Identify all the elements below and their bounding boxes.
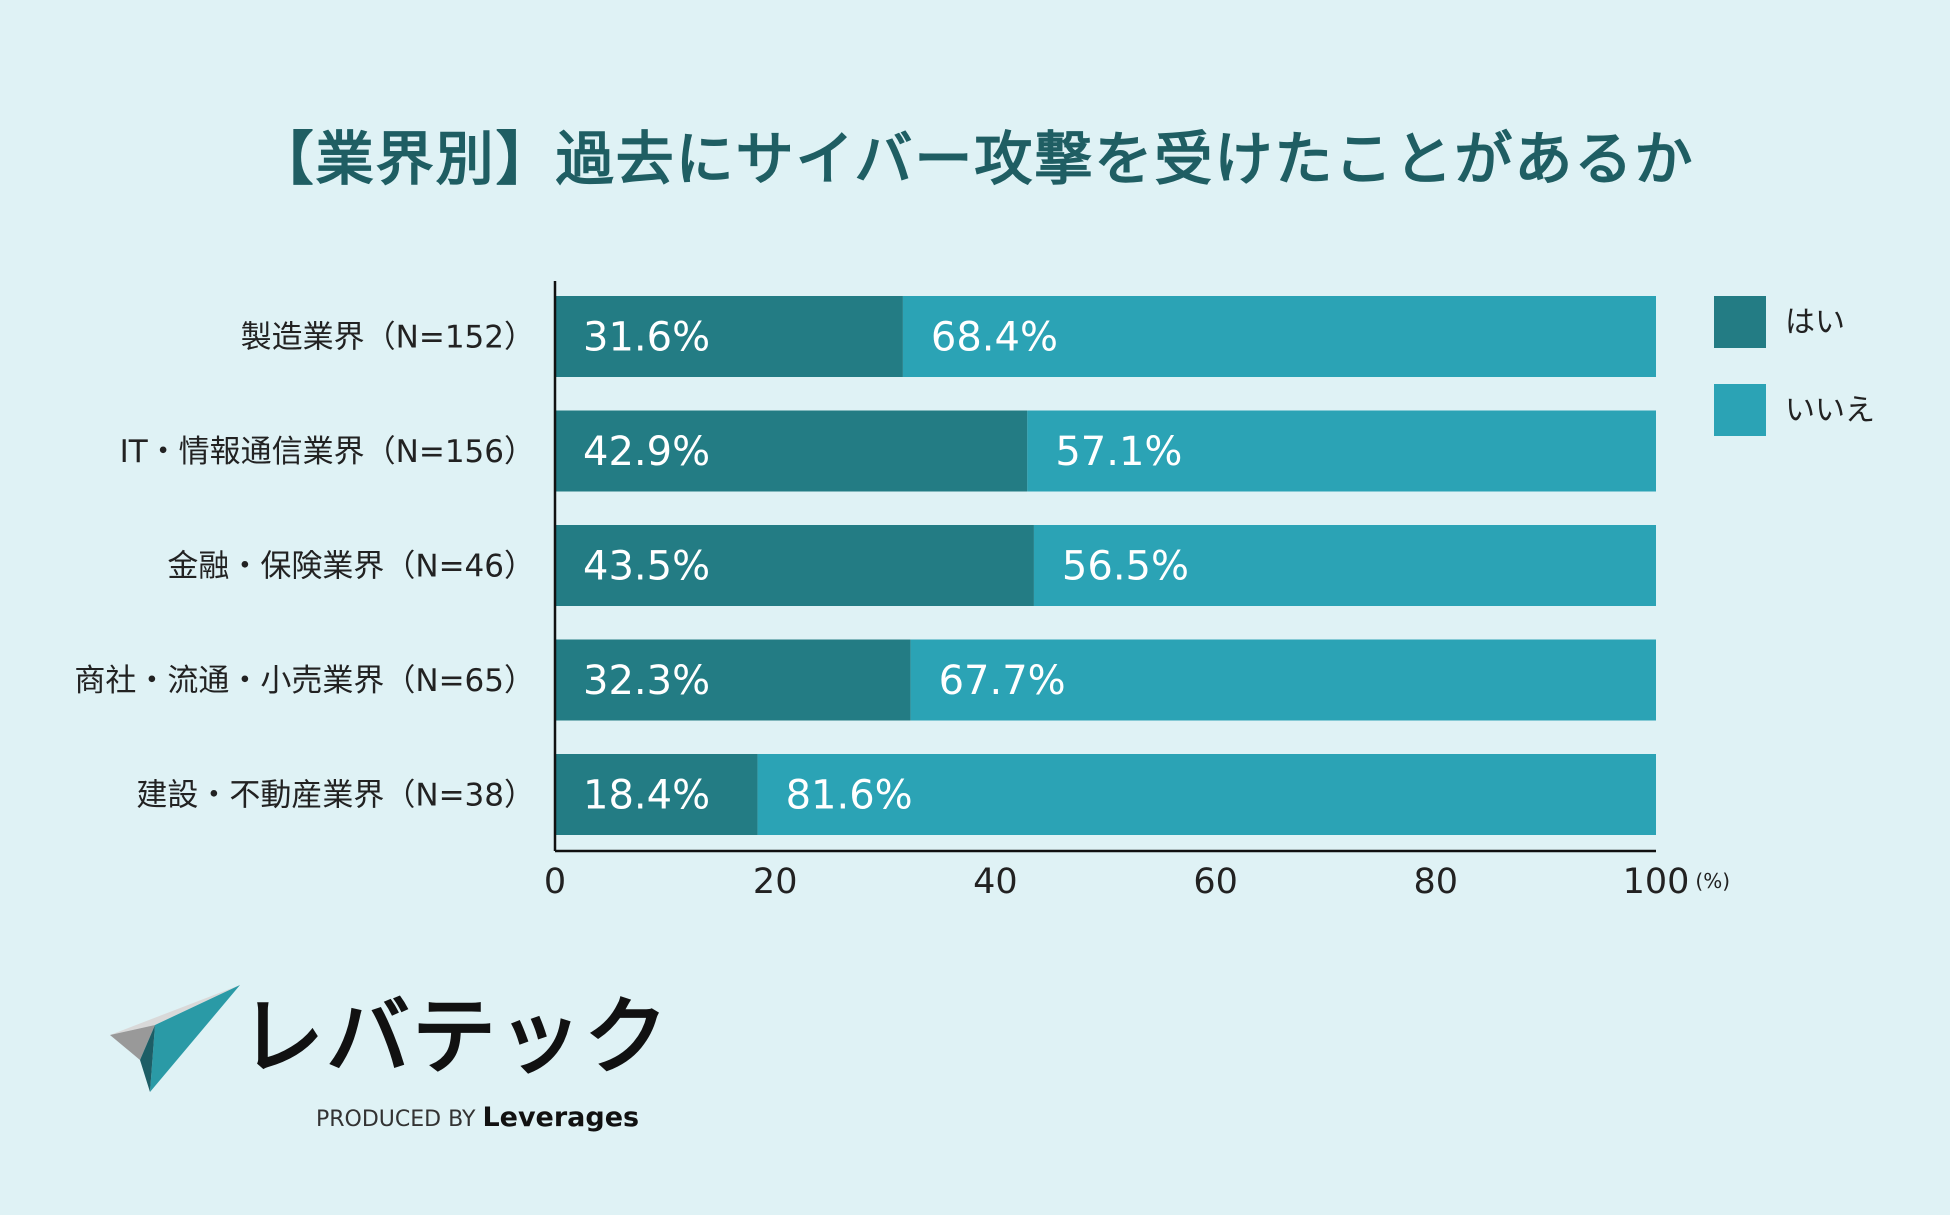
x-tick-label: 40 xyxy=(973,862,1018,902)
bar-yes xyxy=(555,639,911,721)
data-label: 68.4% xyxy=(931,315,1058,361)
produced-by: PRODUCED BY Leverages xyxy=(316,1102,639,1134)
category-label: IT・情報通信業界（N=156） xyxy=(120,434,535,470)
legend-swatch xyxy=(1714,296,1766,348)
category-label: 製造業界（N=152） xyxy=(241,320,535,356)
bar-no xyxy=(910,639,1656,721)
bar-no xyxy=(757,754,1656,835)
data-label: 18.4% xyxy=(583,773,710,819)
x-tick-label: 20 xyxy=(753,862,798,902)
legend-label: いいえ xyxy=(1785,393,1875,428)
data-label: 57.1% xyxy=(1055,429,1182,475)
leverages-logo-mark xyxy=(110,985,240,1092)
produced-by-text: PRODUCED BY xyxy=(316,1107,476,1132)
x-tick-label: 100 xyxy=(1623,862,1690,902)
legend-swatch xyxy=(1714,384,1766,436)
bar-yes xyxy=(555,296,903,377)
data-label: 56.5% xyxy=(1062,544,1189,590)
category-label: 金融・保険業界（N=46） xyxy=(167,549,535,585)
data-label: 67.7% xyxy=(939,658,1066,704)
x-tick-label: 80 xyxy=(1414,862,1459,902)
logo-wordmark: レバテック xyxy=(240,988,671,1086)
x-unit-label: (%) xyxy=(1695,869,1730,893)
chart-title: 【業界別】過去にサイバー攻撃を受けたことがあるか xyxy=(255,125,1695,193)
x-tick-label: 60 xyxy=(1193,862,1238,902)
bar-yes xyxy=(555,525,1034,606)
brand-text: Leverages xyxy=(482,1102,640,1133)
bar-no xyxy=(902,296,1656,377)
bar-yes xyxy=(555,410,1028,492)
data-label: 31.6% xyxy=(583,315,710,361)
data-label: 43.5% xyxy=(583,544,710,590)
category-label: 商社・流通・小売業界（N=65） xyxy=(74,663,535,699)
bar-no xyxy=(1033,525,1656,606)
data-label: 81.6% xyxy=(786,773,913,819)
data-label: 32.3% xyxy=(583,658,710,704)
x-tick-label: 0 xyxy=(544,862,566,902)
legend-label: はい xyxy=(1785,305,1845,340)
data-label: 42.9% xyxy=(583,429,710,475)
category-label: 建設・不動産業界（N=38） xyxy=(136,778,535,814)
bar-no xyxy=(1027,410,1656,492)
bar-yes xyxy=(555,754,758,835)
